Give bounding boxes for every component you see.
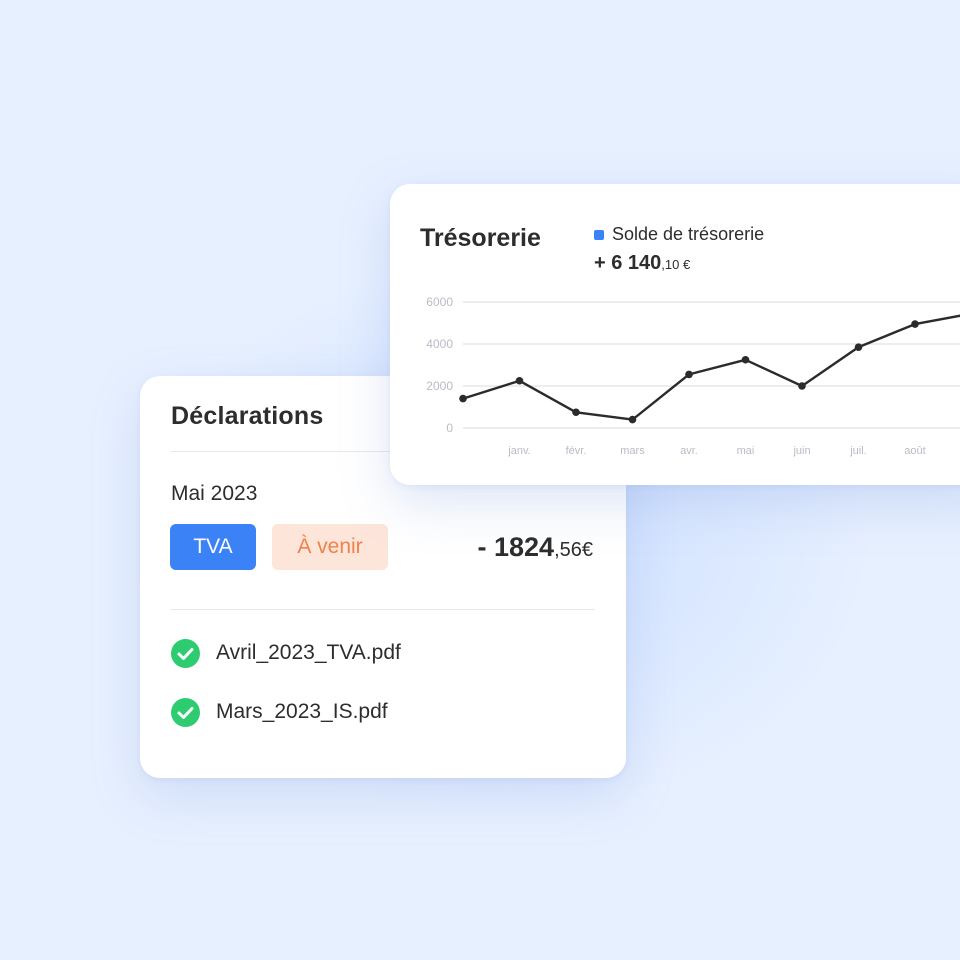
x-tick-label: août — [904, 445, 925, 457]
chart-legend: Solde de trésorerie — [594, 224, 764, 245]
x-tick-label: juil. — [849, 445, 867, 457]
y-tick-label: 2000 — [426, 379, 453, 393]
series-line — [461, 314, 960, 421]
data-point — [628, 415, 637, 424]
data-point — [854, 343, 863, 351]
x-tick-label: avr. — [680, 445, 698, 457]
file-name: Avril_2023_TVA.pdf — [216, 641, 401, 664]
status-badge: À venir — [272, 524, 388, 570]
check-circle-icon — [171, 697, 200, 727]
balance-cents: ,10 € — [661, 257, 691, 272]
y-tick-label: 6000 — [426, 295, 453, 309]
legend-label: Solde de trésorerie — [612, 224, 765, 244]
divider — [171, 609, 595, 610]
y-tick-label: 0 — [446, 421, 453, 435]
amount-cents: ,56€ — [554, 539, 593, 561]
data-point — [911, 320, 919, 328]
tresorerie-chart: 6000 4000 2000 0 janv. févr. mars avr. mai juin ju… — [426, 295, 960, 457]
x-tick-label: mars — [620, 445, 645, 457]
declaration-month: Mai 2023 — [171, 482, 258, 505]
declaration-amount: - 1824,56€ — [478, 532, 594, 563]
x-tick-label: juin — [792, 445, 810, 457]
x-tick-label: mai — [737, 445, 755, 457]
data-point — [572, 408, 580, 417]
declarations-title: Déclarations — [171, 402, 324, 430]
tva-tag[interactable]: TVA — [170, 524, 256, 570]
legend-swatch — [594, 229, 604, 240]
data-point — [515, 376, 524, 385]
check-circle-icon — [171, 638, 200, 668]
balance-amount: + 6 140,10 € — [594, 252, 690, 275]
amount-main: - 1824 — [477, 532, 555, 562]
divider — [171, 451, 595, 452]
x-tick-label: janv. — [507, 445, 530, 457]
data-point — [685, 370, 693, 379]
balance-main: + 6 140 — [594, 252, 662, 274]
tresorerie-card: Trésorerie Solde de trésorerie + 6 140,1… — [390, 184, 960, 485]
file-item[interactable]: Avril_2023_TVA.pdf — [171, 638, 401, 668]
file-name: Mars_2023_IS.pdf — [216, 700, 388, 723]
tresorerie-title: Trésorerie — [420, 224, 541, 252]
data-point — [459, 394, 467, 403]
file-item[interactable]: Mars_2023_IS.pdf — [171, 697, 388, 727]
y-tick-label: 4000 — [426, 337, 453, 351]
data-point — [798, 382, 806, 390]
data-point — [741, 355, 750, 364]
x-tick-label: févr. — [566, 445, 587, 457]
